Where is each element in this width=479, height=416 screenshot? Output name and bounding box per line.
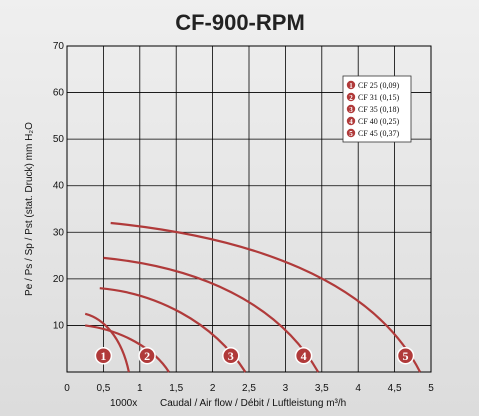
x-axis-label: Caudal / Air flow / Débit / Luftleistung…: [160, 398, 346, 409]
y-axis-label: Pe / Ps / Sp / Pst (stat. Druck) mm H₂O: [24, 122, 35, 296]
x-tick-label: 2: [210, 383, 216, 394]
x-tick-label: 3,5: [315, 383, 329, 394]
legend-swatch-number: 2: [349, 94, 353, 102]
x-multiplier-label: 1000x: [110, 398, 137, 409]
legend-swatch-number: 5: [349, 130, 353, 138]
x-tick-label: 0,5: [96, 383, 110, 394]
legend-swatch: [346, 104, 356, 114]
x-tick-label: 1,5: [169, 383, 183, 394]
legend-swatch-number: 1: [349, 82, 353, 90]
legend-swatch: [346, 128, 356, 138]
x-axis-ticks: 0 0,5 1 1,5 2 2,5 3 3,5 4 4,5 5: [64, 383, 434, 394]
x-tick-label: 0: [64, 383, 70, 394]
series-markers: 1 2 3 4 5: [94, 346, 415, 365]
legend-entry: CF 31 (0,15): [358, 93, 399, 102]
legend-entry: CF 45 (0,37): [358, 129, 399, 138]
y-tick-label: 10: [53, 320, 65, 331]
x-tick-label: 4: [355, 383, 361, 394]
legend-swatch-number: 3: [349, 106, 353, 114]
series-line-5: [110, 221, 422, 373]
legend-swatch: [346, 92, 356, 102]
y-tick-label: 30: [53, 227, 65, 238]
legend-entry: CF 35 (0,18): [358, 105, 399, 114]
series-marker-label: 5: [403, 349, 409, 363]
legend: 1 CF 25 (0,09) 2 CF 31 (0,15) 3 CF 35 (0,18) 4…: [342, 75, 412, 143]
legend-entry: CF 25 (0,09): [358, 81, 399, 90]
series-marker-label: 1: [100, 349, 106, 363]
series-line-4: [103, 256, 320, 373]
grid-lines: [66, 45, 432, 372]
series-marker-4: [294, 346, 313, 365]
series-marker-label: 3: [228, 349, 234, 363]
series-lines: [84, 221, 422, 373]
x-tick-label: 3: [283, 383, 289, 394]
series-marker-1: [94, 346, 113, 365]
chart-title: CF-900-RPM: [175, 10, 305, 35]
series-marker-label: 2: [144, 349, 150, 363]
series-marker-5: [396, 346, 415, 365]
series-line-2: [85, 324, 170, 373]
y-tick-label: 50: [53, 134, 65, 145]
y-tick-label: 40: [53, 181, 65, 192]
legend-swatch: [346, 116, 356, 126]
x-tick-label: 1: [137, 383, 143, 394]
legend-swatch-number: 4: [349, 118, 353, 126]
x-tick-label: 2,5: [242, 383, 256, 394]
series-marker-2: [138, 346, 156, 365]
legend-swatch: [346, 80, 356, 90]
y-axis-ticks: 10 20 30 40 50 60 70: [53, 41, 65, 331]
x-tick-label: 5: [428, 383, 434, 394]
legend-entry: CF 40 (0,25): [358, 117, 399, 126]
series-marker-label: 4: [301, 349, 307, 363]
y-tick-label: 70: [53, 41, 65, 52]
y-tick-label: 20: [53, 274, 65, 285]
y-tick-label: 60: [53, 88, 65, 99]
x-tick-label: 4,5: [388, 383, 402, 394]
series-marker-3: [222, 346, 240, 365]
